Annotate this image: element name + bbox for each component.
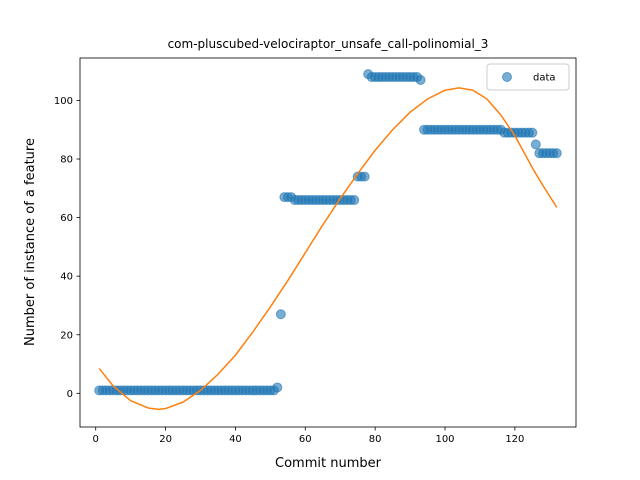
data-point bbox=[359, 171, 370, 182]
legend-marker-data bbox=[502, 72, 512, 82]
legend: data bbox=[486, 63, 570, 91]
data-point bbox=[272, 382, 283, 393]
chart-title: com-pluscubed-velociraptor_unsafe_call-p… bbox=[168, 37, 489, 51]
x-axis: 0 20 40 60 80 100 120 bbox=[93, 427, 524, 445]
y-tick-label: 0 bbox=[67, 389, 73, 400]
x-tick-label: 100 bbox=[435, 434, 454, 445]
x-tick-label: 120 bbox=[505, 434, 524, 445]
x-axis-label: Commit number bbox=[275, 456, 382, 471]
plot-area bbox=[79, 57, 577, 428]
x-tick-label: 80 bbox=[369, 434, 382, 445]
x-tick-label: 40 bbox=[229, 434, 242, 445]
data-point bbox=[530, 139, 541, 150]
data-point bbox=[415, 74, 426, 85]
x-tick-label: 0 bbox=[93, 434, 99, 445]
x-tick-label: 20 bbox=[159, 434, 172, 445]
legend-label-data: data bbox=[533, 73, 556, 84]
y-axis: 0 20 40 60 80 100 bbox=[54, 96, 80, 400]
data-point bbox=[527, 127, 538, 138]
y-axis-label: Number of instance of a feature bbox=[23, 138, 38, 346]
y-tick-label: 100 bbox=[54, 96, 73, 107]
axes-frame bbox=[79, 57, 577, 428]
x-tick-label: 60 bbox=[299, 434, 312, 445]
data-point bbox=[349, 195, 360, 206]
series-data bbox=[94, 69, 562, 396]
y-tick-label: 40 bbox=[60, 272, 73, 283]
data-point bbox=[275, 309, 286, 320]
y-tick-label: 80 bbox=[60, 155, 73, 166]
y-tick-label: 60 bbox=[60, 213, 73, 224]
fit-line bbox=[98, 87, 558, 411]
data-point bbox=[551, 148, 562, 159]
legend-box bbox=[486, 63, 570, 91]
y-tick-label: 20 bbox=[60, 330, 73, 341]
